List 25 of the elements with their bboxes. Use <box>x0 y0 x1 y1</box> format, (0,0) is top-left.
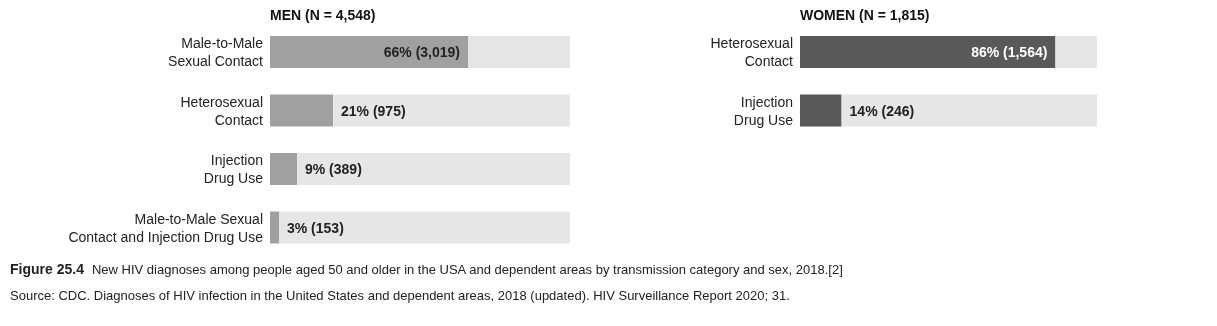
caption: Figure 25.4 <box>10 261 85 277</box>
data-label: 9% (389) <box>305 161 362 177</box>
bar <box>297 153 570 185</box>
y-tick-label: Heterosexual Contact <box>710 35 794 69</box>
y-tick-label: Heterosexual Contact <box>180 93 264 128</box>
bar <box>468 36 570 68</box>
bar <box>333 94 570 127</box>
text: New HIV diagnoses among people aged 50 and older in the USA and dependent areas by transmission category and sex, 2018.[2] <box>91 262 843 277</box>
chart-title: MEN (N = 4,548) <box>270 7 376 23</box>
bar <box>270 211 279 244</box>
bar <box>270 36 468 68</box>
bar <box>279 211 570 244</box>
bar <box>270 94 333 127</box>
y-tick-label: Male-to-Male Sexual Contact and Injection Drug Use <box>68 210 264 245</box>
data-label: 66% (3,019) <box>383 44 460 60</box>
bar <box>270 153 297 185</box>
y-tick-label: Injection Drug Use <box>733 93 794 128</box>
data-label: 3% (153) <box>287 219 344 236</box>
data-label: 86% (1,564) <box>971 44 1048 60</box>
y-tick-label: Male-to-Male Sexual Contact <box>168 35 264 69</box>
data-label: 21% (975) <box>341 102 406 119</box>
source-note: Source: CDC. Diagnoses of HIV infection in the United States and dependent areas, 2018 (updated). HIV Surveillance Report 2020; 31. <box>10 288 790 303</box>
data-label: 14% (246) <box>849 102 915 119</box>
chart-title: WOMEN (N = 1,815) <box>800 7 930 23</box>
y-tick-label: Injection Drug Use <box>203 152 264 186</box>
